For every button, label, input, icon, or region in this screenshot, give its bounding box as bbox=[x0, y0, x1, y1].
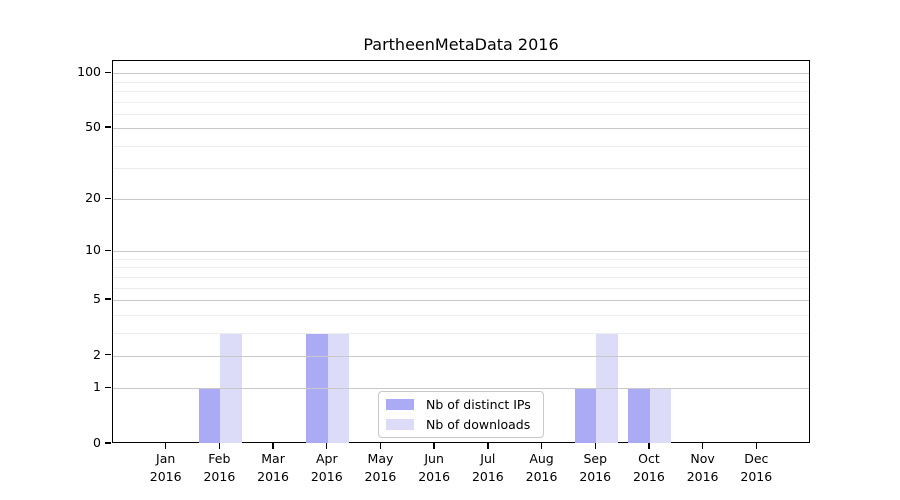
y-tick-label-5: 5 bbox=[93, 291, 101, 307]
x-tick-mark-apr bbox=[326, 443, 328, 449]
x-tick-mark-jan bbox=[164, 443, 167, 449]
bar-downloads-oct bbox=[649, 388, 672, 443]
minor-gridline-6 bbox=[113, 287, 809, 289]
y-tick-mark-5 bbox=[105, 298, 111, 300]
y-tick-mark-100 bbox=[105, 71, 111, 73]
x-tick-label-sep: Sep 2016 bbox=[579, 451, 612, 484]
y-tick-label-2: 2 bbox=[93, 346, 101, 362]
y-tick-mark-50 bbox=[105, 126, 111, 128]
major-gridline-10 bbox=[113, 251, 809, 253]
x-tick-label-jun: Jun 2016 bbox=[418, 451, 451, 484]
x-tick-label-apr: Apr 2016 bbox=[310, 451, 343, 484]
x-tick-label-jan: Jan 2016 bbox=[149, 451, 182, 484]
major-gridline-1 bbox=[113, 388, 809, 390]
minor-gridline-3 bbox=[113, 332, 809, 334]
y-tick-mark-10 bbox=[105, 249, 111, 252]
x-tick-mark-dec bbox=[755, 443, 757, 449]
minor-gridline-9 bbox=[113, 259, 809, 260]
x-tick-label-aug: Aug 2016 bbox=[525, 451, 558, 484]
major-gridline-5 bbox=[113, 300, 809, 302]
bar-downloads-feb bbox=[220, 332, 242, 443]
y-tick-label-1: 1 bbox=[93, 379, 101, 395]
legend-label-distinct-ips: Nb of distinct IPs bbox=[426, 397, 531, 412]
bar-distinct-ips-feb bbox=[198, 388, 221, 443]
minor-gridline-90 bbox=[113, 81, 809, 83]
chart-title: PartheenMetaData 2016 bbox=[363, 35, 559, 54]
minor-gridline-4 bbox=[113, 314, 809, 316]
x-tick-mark-aug bbox=[540, 443, 543, 449]
bar-downloads-apr bbox=[327, 332, 350, 443]
x-tick-mark-nov bbox=[701, 443, 704, 449]
legend-label-downloads: Nb of downloads bbox=[426, 417, 531, 432]
legend-swatch-downloads-icon bbox=[386, 419, 414, 430]
x-tick-label-nov: Nov 2016 bbox=[686, 451, 719, 484]
bar-distinct-ips-apr bbox=[306, 332, 328, 443]
minor-gridline-30 bbox=[113, 168, 809, 170]
y-tick-label-0: 0 bbox=[93, 435, 101, 450]
legend-item-distinct-ips: Nb of distinct IPs bbox=[386, 396, 543, 413]
x-tick-mark-may bbox=[379, 443, 382, 449]
bar-distinct-ips-oct bbox=[628, 388, 650, 443]
minor-gridline-7 bbox=[113, 276, 809, 278]
minor-gridline-40 bbox=[113, 145, 809, 147]
y-tick-label-10: 10 bbox=[85, 242, 101, 258]
legend-item-downloads: Nb of downloads bbox=[386, 416, 543, 433]
x-tick-mark-feb bbox=[218, 443, 221, 449]
bar-downloads-sep bbox=[596, 332, 618, 443]
legend: Nb of distinct IPs Nb of downloads bbox=[378, 391, 544, 438]
x-tick-mark-mar bbox=[272, 443, 274, 449]
y-tick-mark-1 bbox=[105, 386, 111, 388]
y-tick-label-50: 50 bbox=[85, 119, 101, 135]
y-tick-label-20: 20 bbox=[85, 190, 101, 206]
y-tick-mark-0 bbox=[105, 442, 111, 444]
x-tick-label-oct: Oct 2016 bbox=[633, 451, 665, 484]
x-tick-label-jul: Jul 2016 bbox=[471, 451, 504, 484]
plot-area bbox=[112, 60, 810, 443]
minor-gridline-70 bbox=[113, 101, 809, 103]
x-tick-label-may: May 2016 bbox=[364, 451, 397, 484]
y-tick-mark-2 bbox=[105, 354, 111, 356]
x-tick-label-feb: Feb 2016 bbox=[203, 451, 236, 484]
y-tick-label-100: 100 bbox=[77, 64, 101, 80]
x-tick-mark-oct bbox=[648, 443, 650, 449]
y-tick-mark-20 bbox=[105, 197, 111, 200]
bar-distinct-ips-sep bbox=[574, 388, 597, 443]
minor-gridline-60 bbox=[113, 113, 809, 115]
major-gridline-100 bbox=[113, 73, 809, 75]
x-tick-mark-jun bbox=[433, 443, 435, 449]
x-tick-label-dec: Dec 2016 bbox=[740, 451, 773, 484]
x-tick-mark-jul bbox=[487, 443, 489, 449]
x-tick-label-mar: Mar 2016 bbox=[257, 451, 289, 484]
x-tick-mark-sep bbox=[594, 443, 596, 449]
major-gridline-20 bbox=[113, 199, 809, 201]
legend-swatch-distinct-ips-icon bbox=[386, 399, 414, 410]
major-gridline-2 bbox=[113, 355, 809, 357]
minor-gridline-80 bbox=[113, 90, 809, 92]
minor-gridline-8 bbox=[113, 267, 809, 269]
major-gridline-50 bbox=[113, 128, 809, 130]
